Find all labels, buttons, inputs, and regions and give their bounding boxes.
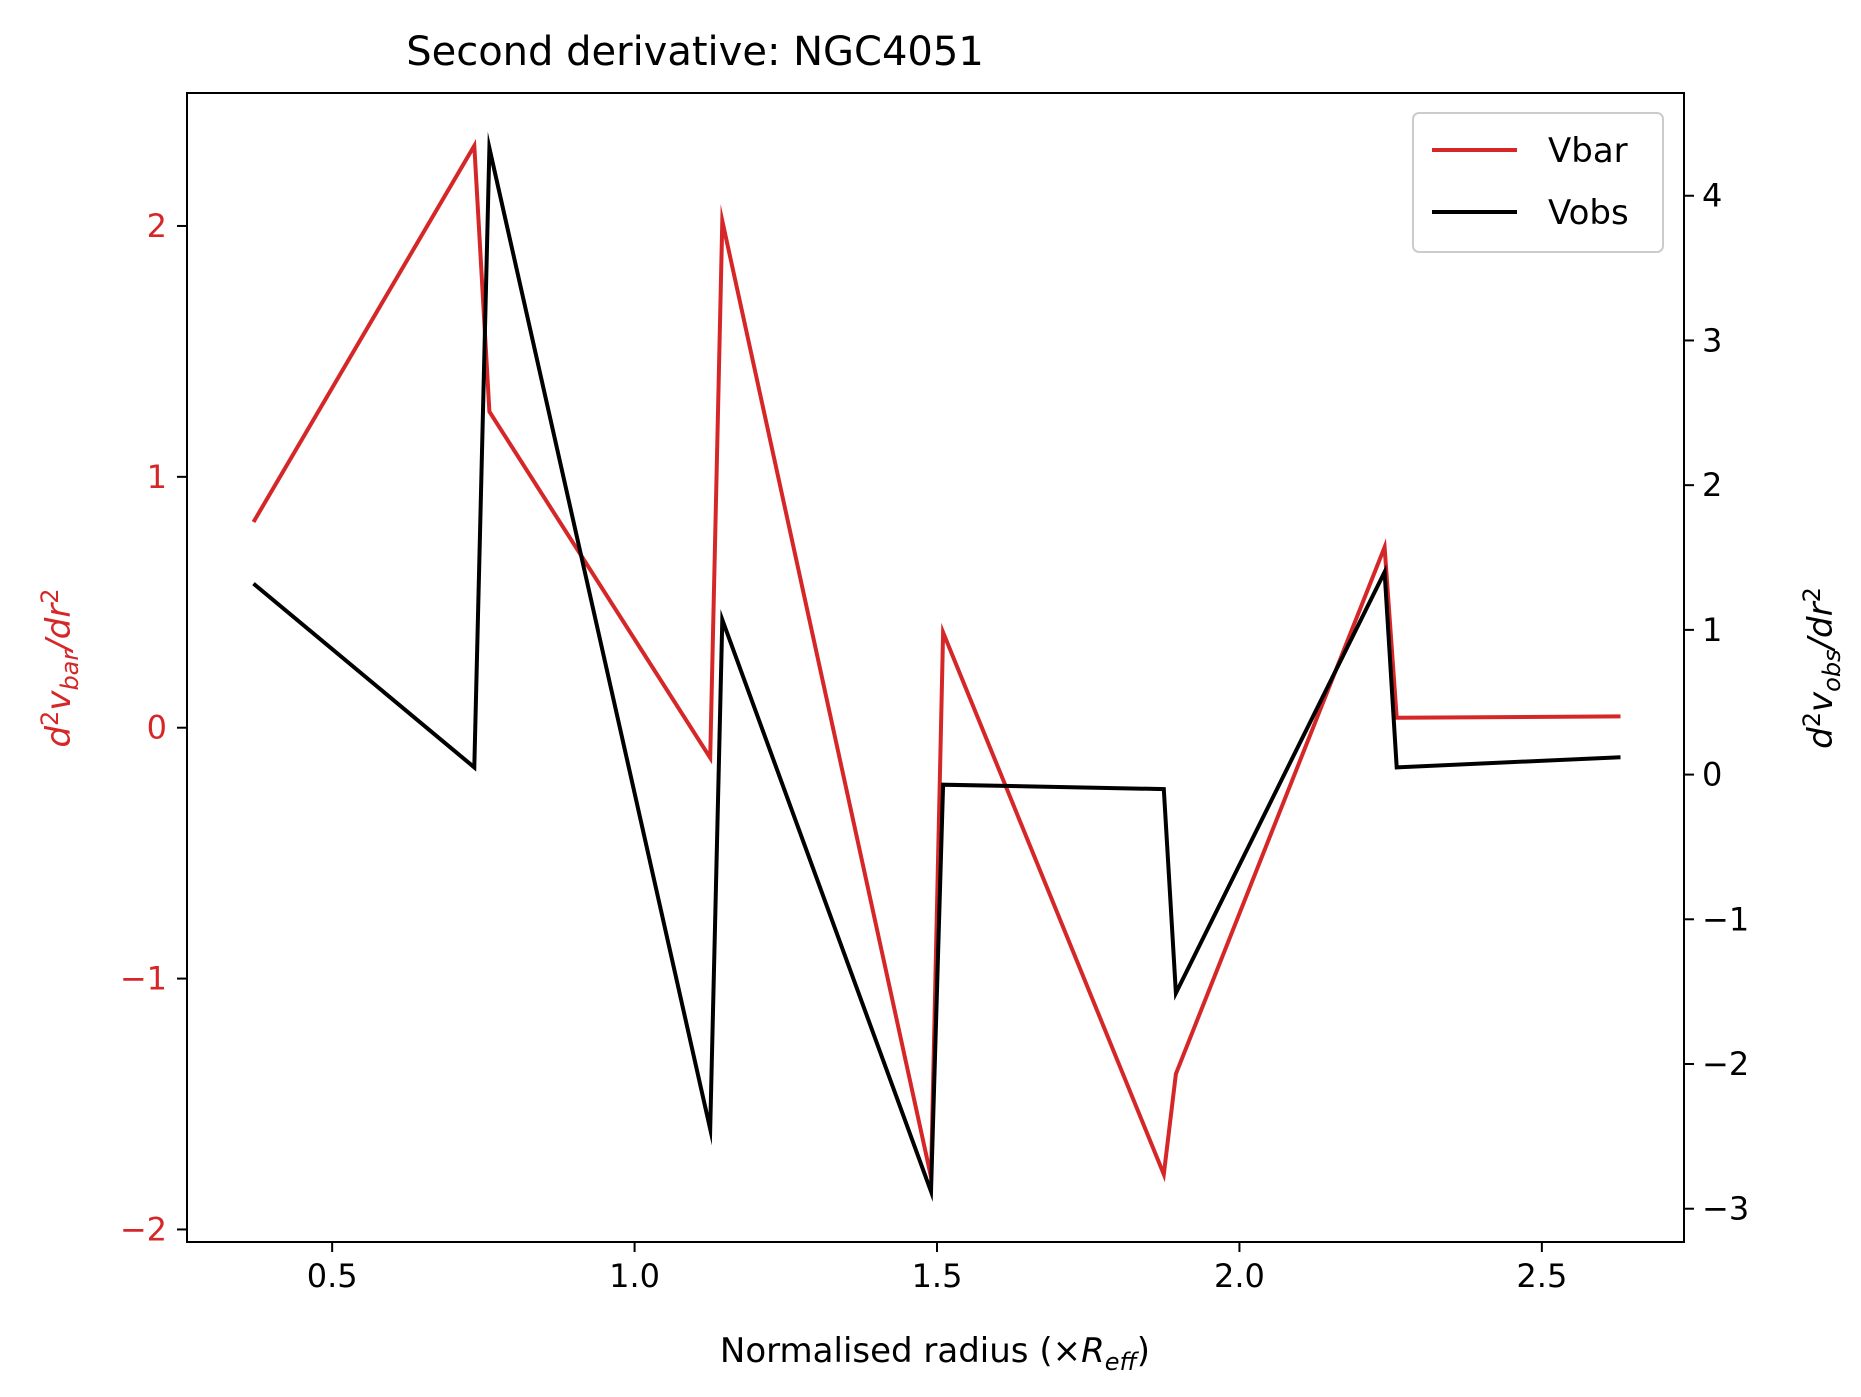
y-axis-right-label: d2vobs/dr2 xyxy=(1798,587,1846,749)
x-label-suffix: ) xyxy=(1137,1331,1150,1371)
x-tick-label: 2.5 xyxy=(1516,1257,1567,1295)
yr-sup: 2 xyxy=(1798,712,1826,727)
x-tick-label: 1.5 xyxy=(912,1257,963,1295)
yr-v: v xyxy=(1801,691,1841,712)
legend-label-vbar: Vbar xyxy=(1548,131,1628,171)
yl-v: v xyxy=(39,690,79,711)
legend-box xyxy=(1412,112,1664,253)
x-label-prefix: Normalised radius (× xyxy=(720,1331,1081,1371)
yl-sub: bar xyxy=(56,649,84,691)
x-tick-label: 2.0 xyxy=(1214,1257,1265,1295)
legend: Vbar Vobs xyxy=(1412,112,1664,253)
y-axis-left: −2 −1 0 1 2 xyxy=(120,207,187,1248)
yl-tail: /dr xyxy=(39,602,79,654)
y-right-tick-label: −1 xyxy=(1702,900,1749,938)
y-right-tick-label: 3 xyxy=(1702,321,1722,359)
y-right-tick-label: 0 xyxy=(1702,756,1722,794)
y-right-tick-label: 2 xyxy=(1702,466,1722,504)
x-axis-label: Normalised radius (×Reff) xyxy=(720,1331,1150,1376)
y-right-tick-label: 4 xyxy=(1702,177,1722,215)
x-tick-label: 0.5 xyxy=(307,1257,358,1295)
yr-d: d xyxy=(1801,727,1841,749)
yr-sup2: 2 xyxy=(1798,587,1826,602)
yl-sup2: 2 xyxy=(36,588,64,603)
y-left-tick-label: 1 xyxy=(147,458,167,496)
y-right-tick-label: 1 xyxy=(1702,611,1722,649)
x-tick-label: 1.0 xyxy=(609,1257,660,1295)
plot-frame xyxy=(186,92,1685,1243)
yr-sub: obs xyxy=(1818,649,1846,691)
y-axis-left-label: d2vbar/dr2 xyxy=(36,588,84,747)
yr-tail: /dr xyxy=(1801,600,1841,652)
y-left-tick-label: 0 xyxy=(147,709,167,747)
x-axis: 0.5 1.0 1.5 2.0 2.5 xyxy=(307,1242,1567,1295)
x-label-var: R xyxy=(1081,1331,1105,1371)
y-left-tick-label: −1 xyxy=(120,960,167,998)
y-left-tick-label: 2 xyxy=(147,207,167,245)
legend-label-vobs: Vobs xyxy=(1548,193,1629,233)
y-axis-right: −3 −2 −1 0 1 2 3 4 xyxy=(1684,177,1749,1228)
series-line-vobs xyxy=(252,131,1621,1202)
plot-area xyxy=(251,131,1621,1202)
y-left-tick-label: −2 xyxy=(120,1210,167,1248)
y-right-tick-label: −2 xyxy=(1702,1045,1749,1083)
yl-d: d xyxy=(39,726,79,748)
y-right-tick-label: −3 xyxy=(1702,1190,1749,1228)
x-label-sub: eff xyxy=(1105,1348,1140,1376)
chart-title: Second derivative: NGC4051 xyxy=(406,29,984,75)
yl-sup: 2 xyxy=(36,711,64,726)
